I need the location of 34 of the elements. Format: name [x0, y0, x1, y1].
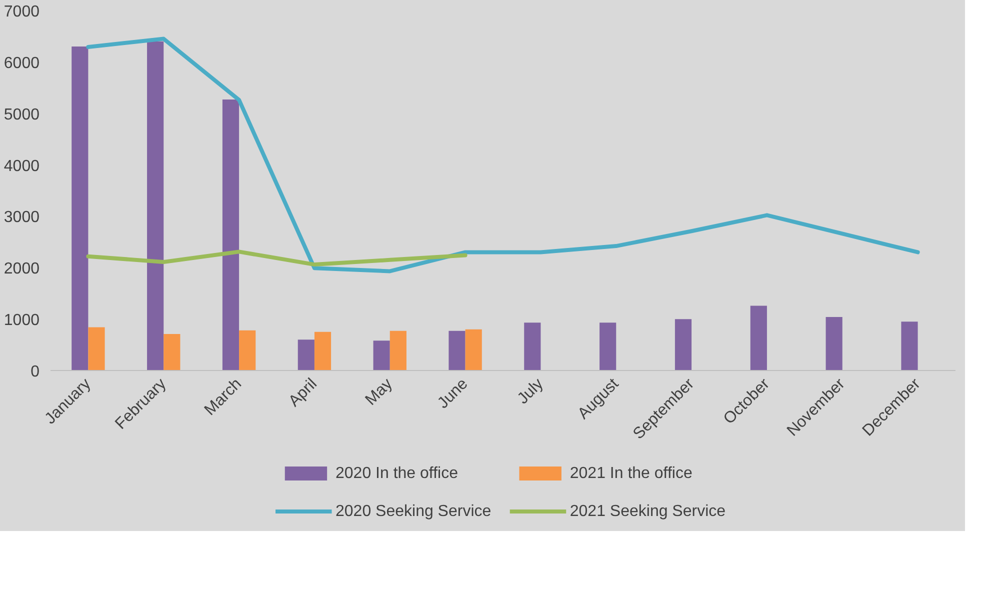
y-tick-label: 0: [30, 364, 40, 380]
bar: [390, 330, 406, 370]
y-tick-label: 4000: [4, 158, 40, 175]
line-series: [86, 36, 920, 274]
bar: [147, 41, 164, 370]
bar: [826, 317, 842, 370]
bar: [222, 99, 240, 370]
y-tick-label: 7000: [4, 4, 40, 20]
legend-label: 2020 In the office: [336, 465, 458, 482]
bar: [314, 332, 332, 370]
legend-label: 2020 Seeking Service: [336, 503, 492, 520]
bar: [239, 330, 256, 370]
y-tick-label: 6000: [4, 54, 40, 72]
bar: [298, 340, 314, 370]
bar: [448, 330, 466, 370]
bar: [88, 327, 105, 370]
bar: [72, 46, 88, 370]
y-tick-label: 1000: [4, 312, 40, 330]
bar: [524, 322, 541, 370]
bar: [600, 322, 616, 370]
bar: [164, 334, 180, 370]
legend-label: 2021 In the office: [570, 465, 692, 482]
y-tick-label: 5000: [4, 106, 40, 124]
bar: [750, 306, 767, 370]
legend-label: 2021 Seeking Service: [570, 503, 726, 520]
bar: [674, 319, 692, 370]
x-tick-label: May: [362, 375, 396, 409]
bar: [465, 329, 482, 370]
bar: [901, 322, 918, 370]
line-series: [86, 250, 468, 267]
x-tick-label: July: [514, 375, 547, 408]
bar: [373, 340, 390, 370]
y-tick-label: 3000: [4, 209, 40, 226]
y-tick-label: 2000: [4, 260, 40, 278]
